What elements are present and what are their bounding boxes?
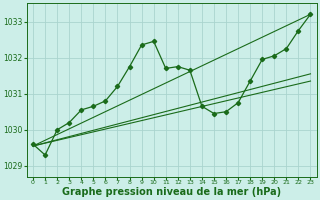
X-axis label: Graphe pression niveau de la mer (hPa): Graphe pression niveau de la mer (hPa) — [62, 187, 281, 197]
